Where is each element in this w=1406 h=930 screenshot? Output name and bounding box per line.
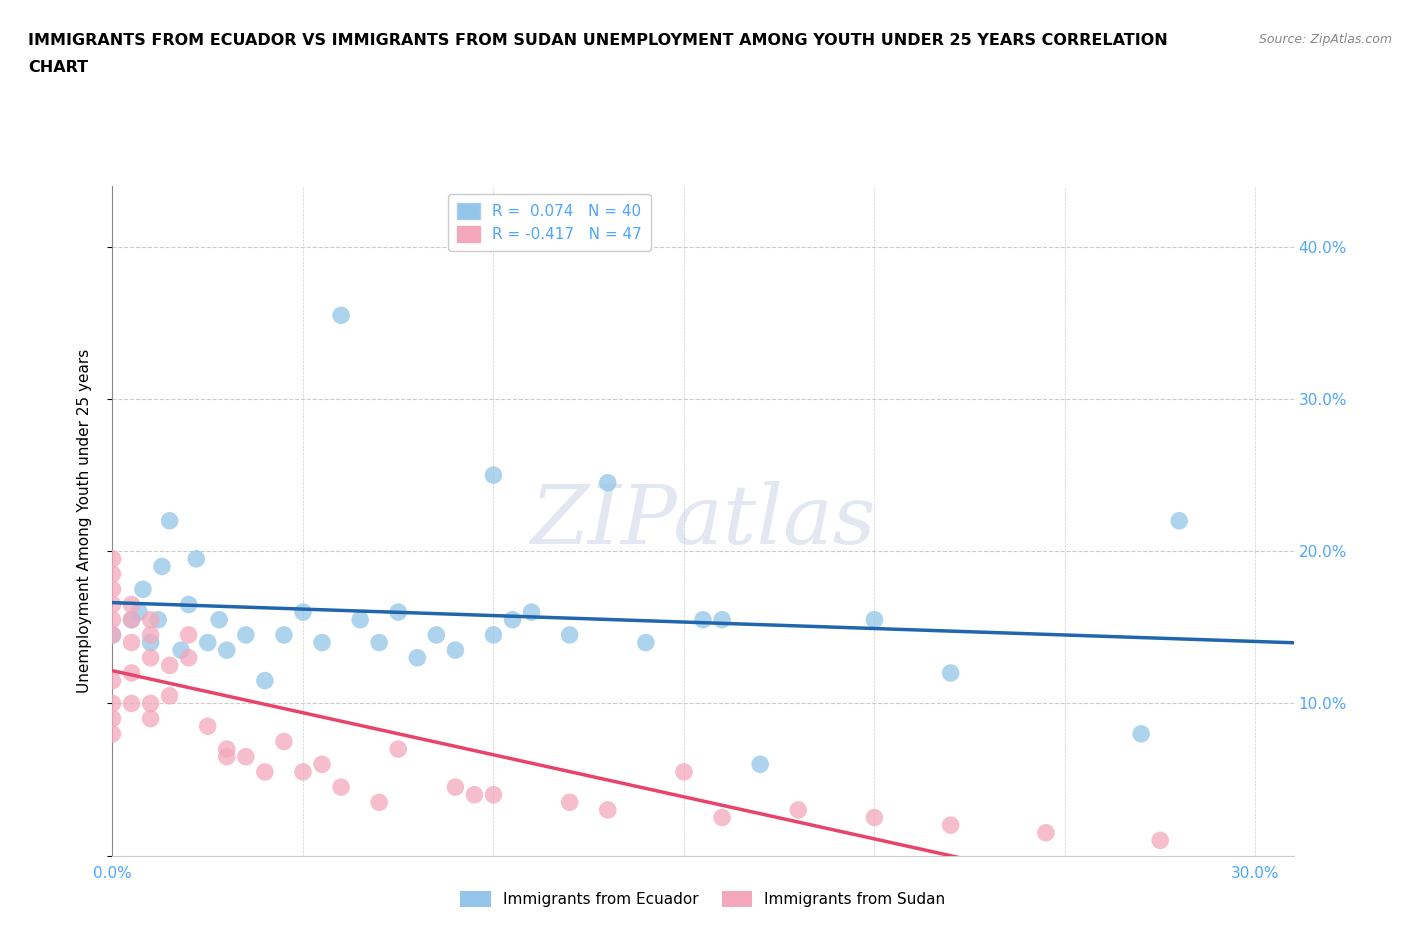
Point xyxy=(235,628,257,643)
Point xyxy=(121,696,143,711)
Point xyxy=(101,551,124,566)
Text: ZIPatlas: ZIPatlas xyxy=(530,481,876,561)
Point xyxy=(520,604,543,619)
Point xyxy=(215,750,238,764)
Point xyxy=(939,817,962,832)
Point xyxy=(787,803,810,817)
Point xyxy=(482,628,505,643)
Point xyxy=(101,696,124,711)
Point xyxy=(139,650,162,665)
Text: CHART: CHART xyxy=(28,60,89,75)
Point xyxy=(139,628,162,643)
Point xyxy=(101,566,124,581)
Point xyxy=(139,696,162,711)
Point xyxy=(863,612,886,627)
Point xyxy=(177,628,200,643)
Point xyxy=(672,764,695,779)
Point xyxy=(101,582,124,597)
Text: Source: ZipAtlas.com: Source: ZipAtlas.com xyxy=(1258,33,1392,46)
Point xyxy=(444,779,467,794)
Point xyxy=(711,810,734,825)
Point xyxy=(177,650,200,665)
Point xyxy=(170,643,193,658)
Text: IMMIGRANTS FROM ECUADOR VS IMMIGRANTS FROM SUDAN UNEMPLOYMENT AMONG YOUTH UNDER : IMMIGRANTS FROM ECUADOR VS IMMIGRANTS FR… xyxy=(28,33,1168,47)
Legend: Immigrants from Ecuador, Immigrants from Sudan: Immigrants from Ecuador, Immigrants from… xyxy=(454,884,952,913)
Point xyxy=(128,604,150,619)
Point xyxy=(197,719,219,734)
Y-axis label: Unemployment Among Youth under 25 years: Unemployment Among Youth under 25 years xyxy=(77,349,91,693)
Point xyxy=(273,734,295,749)
Point xyxy=(101,597,124,612)
Point xyxy=(235,750,257,764)
Point xyxy=(482,468,505,483)
Point xyxy=(121,612,143,627)
Point xyxy=(387,604,409,619)
Point xyxy=(139,612,162,627)
Point xyxy=(596,475,619,490)
Point xyxy=(139,711,162,726)
Point xyxy=(1168,513,1191,528)
Point xyxy=(1149,833,1171,848)
Point xyxy=(159,688,181,703)
Point xyxy=(101,726,124,741)
Point xyxy=(692,612,714,627)
Point xyxy=(121,666,143,681)
Point xyxy=(186,551,208,566)
Point xyxy=(558,795,581,810)
Point xyxy=(558,628,581,643)
Point xyxy=(101,628,124,643)
Point xyxy=(159,513,181,528)
Point xyxy=(148,612,170,627)
Point xyxy=(101,711,124,726)
Point xyxy=(939,666,962,681)
Point xyxy=(291,604,314,619)
Point xyxy=(387,741,409,756)
Point xyxy=(425,628,447,643)
Point xyxy=(444,643,467,658)
Point xyxy=(253,673,276,688)
Point xyxy=(253,764,276,779)
Point xyxy=(208,612,231,627)
Point xyxy=(368,635,391,650)
Point xyxy=(121,635,143,650)
Point xyxy=(482,788,505,803)
Point xyxy=(406,650,429,665)
Point xyxy=(197,635,219,650)
Point xyxy=(596,803,619,817)
Point xyxy=(150,559,173,574)
Point xyxy=(502,612,524,627)
Point xyxy=(121,612,143,627)
Point xyxy=(159,658,181,672)
Point xyxy=(291,764,314,779)
Point xyxy=(121,597,143,612)
Point xyxy=(368,795,391,810)
Point xyxy=(177,597,200,612)
Point xyxy=(101,673,124,688)
Point xyxy=(311,757,333,772)
Point xyxy=(273,628,295,643)
Point xyxy=(139,635,162,650)
Point xyxy=(101,612,124,627)
Point xyxy=(311,635,333,650)
Legend: R =  0.074   N = 40, R = -0.417   N = 47: R = 0.074 N = 40, R = -0.417 N = 47 xyxy=(449,193,651,251)
Point xyxy=(463,788,485,803)
Point xyxy=(634,635,657,650)
Point xyxy=(863,810,886,825)
Point xyxy=(215,643,238,658)
Point xyxy=(349,612,371,627)
Point xyxy=(711,612,734,627)
Point xyxy=(1035,825,1057,840)
Point xyxy=(1130,726,1153,741)
Point xyxy=(330,308,353,323)
Point xyxy=(330,779,353,794)
Point xyxy=(132,582,155,597)
Point xyxy=(749,757,772,772)
Point xyxy=(215,741,238,756)
Point xyxy=(101,628,124,643)
